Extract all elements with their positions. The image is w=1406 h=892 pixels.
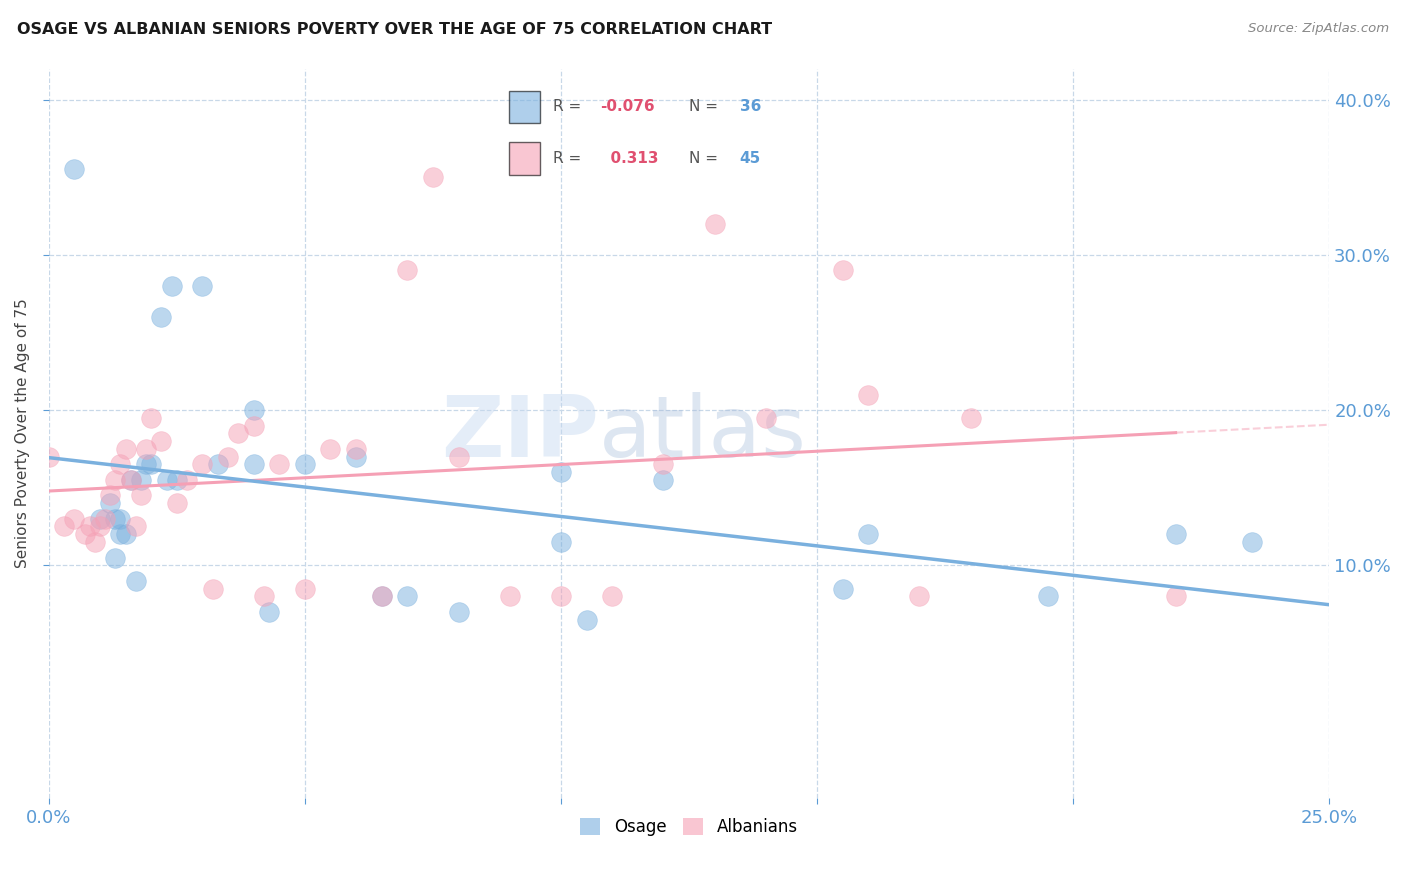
Point (89, 519, 111, 533)
Point (120, 473, 142, 487)
Point (294, 458, 316, 472)
Point (831, 582, 853, 596)
Point (652, 473, 675, 487)
FancyBboxPatch shape (509, 142, 540, 175)
Point (150, 310, 173, 324)
Point (125, 574, 148, 588)
Point (125, 519, 148, 533)
Point (160, 278, 183, 293)
Point (959, 410, 981, 425)
Point (1164, 527, 1187, 541)
Text: 45: 45 (740, 151, 761, 166)
Point (1164, 590, 1187, 604)
Point (135, 458, 157, 472)
Point (294, 582, 316, 596)
Point (242, 458, 264, 472)
Point (652, 458, 675, 472)
Text: atlas: atlas (599, 392, 807, 475)
Point (447, 450, 470, 464)
Point (499, 590, 522, 604)
Point (858, 527, 880, 541)
Point (135, 442, 157, 456)
Point (63, 162, 86, 177)
Text: R =: R = (553, 151, 586, 166)
Point (79, 519, 101, 533)
Point (129, 473, 152, 487)
Point (150, 434, 173, 448)
Point (1036, 590, 1059, 604)
Y-axis label: Seniors Poverty Over the Age of 75: Seniors Poverty Over the Age of 75 (15, 299, 30, 568)
Point (600, 590, 623, 604)
Point (191, 458, 214, 472)
Point (550, 590, 572, 604)
Point (176, 473, 198, 487)
Text: N =: N = (689, 99, 723, 114)
Point (104, 473, 127, 487)
Point (319, 442, 342, 456)
Text: -0.076: -0.076 (600, 99, 655, 114)
Point (908, 590, 931, 604)
Point (242, 418, 264, 433)
Point (253, 590, 276, 604)
Point (166, 473, 188, 487)
Point (396, 590, 419, 604)
Point (1241, 535, 1264, 549)
Point (575, 613, 598, 627)
Point (242, 403, 264, 417)
Point (110, 458, 132, 472)
Point (201, 582, 224, 596)
Point (166, 496, 188, 510)
Point (155, 473, 177, 487)
Point (89, 512, 111, 526)
Point (98, 496, 121, 510)
Point (141, 458, 163, 472)
Text: ZIP: ZIP (441, 392, 599, 475)
Text: R =: R = (553, 99, 586, 114)
Text: N =: N = (689, 151, 723, 166)
Point (422, 170, 444, 185)
Point (110, 527, 132, 541)
Point (370, 590, 392, 604)
Point (755, 410, 778, 425)
Point (831, 263, 853, 277)
Point (344, 442, 367, 456)
Point (94, 512, 117, 526)
Text: Source: ZipAtlas.com: Source: ZipAtlas.com (1249, 22, 1389, 36)
FancyBboxPatch shape (509, 91, 540, 123)
Text: 0.313: 0.313 (600, 151, 659, 166)
Point (207, 458, 229, 472)
Point (73, 527, 96, 541)
Point (63, 512, 86, 526)
Point (110, 512, 132, 526)
Point (550, 535, 572, 549)
Point (191, 278, 214, 293)
Point (703, 217, 725, 231)
Point (550, 465, 572, 479)
Point (257, 605, 280, 619)
Point (83, 535, 105, 549)
Point (269, 458, 291, 472)
Point (858, 387, 880, 401)
Point (120, 473, 142, 487)
Point (114, 527, 136, 541)
Point (129, 488, 152, 502)
Point (114, 442, 136, 456)
Point (226, 426, 249, 441)
Point (38, 450, 60, 464)
Point (104, 512, 127, 526)
Point (217, 450, 239, 464)
Point (344, 450, 367, 464)
Point (447, 605, 470, 619)
Point (53, 519, 76, 533)
Text: 36: 36 (740, 99, 761, 114)
Text: OSAGE VS ALBANIAN SENIORS POVERTY OVER THE AGE OF 75 CORRELATION CHART: OSAGE VS ALBANIAN SENIORS POVERTY OVER T… (17, 22, 772, 37)
Point (104, 550, 127, 565)
Point (396, 263, 419, 277)
Point (370, 590, 392, 604)
Point (98, 488, 121, 502)
Legend: Osage, Albanians: Osage, Albanians (572, 810, 806, 845)
Point (141, 410, 163, 425)
